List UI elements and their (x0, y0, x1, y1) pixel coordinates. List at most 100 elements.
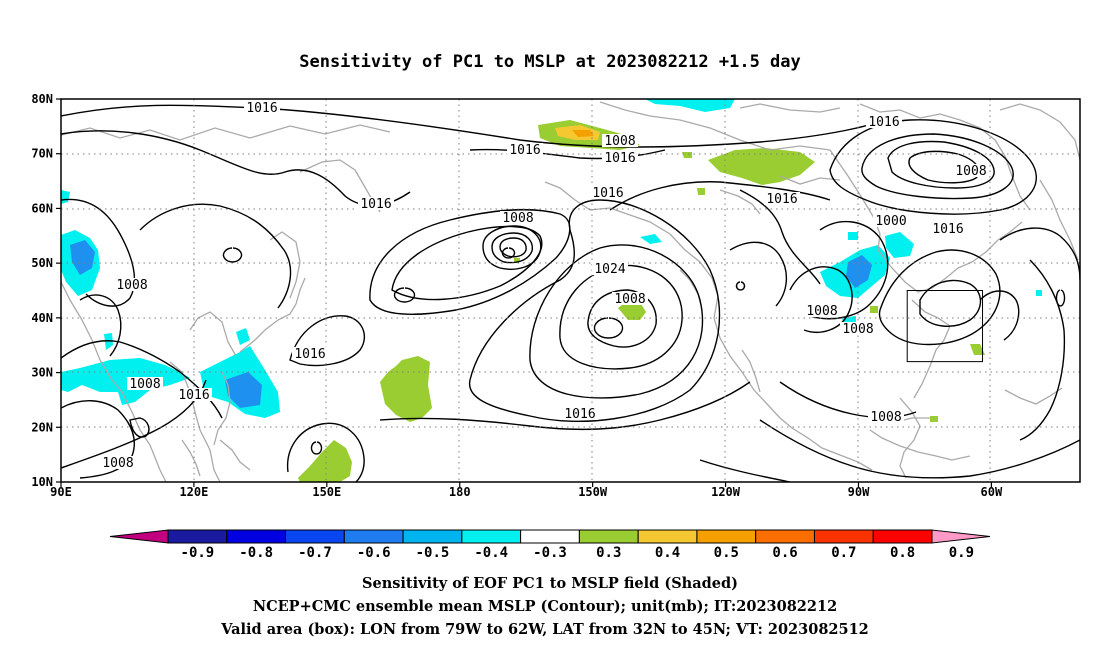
lat-tick-label: 70N (31, 147, 53, 161)
lon-tick-label: 180 (449, 485, 471, 499)
shade-blue (70, 240, 95, 275)
caption-line-2: NCEP+CMC ensemble mean MSLP (Contour); u… (253, 598, 837, 615)
shade-cyan (61, 190, 70, 204)
contour-line (139, 203, 292, 309)
lat-tick-label: 60N (31, 201, 53, 215)
contour-label-bg (930, 222, 966, 235)
shade-green (697, 188, 705, 195)
shade-cyan (885, 232, 914, 258)
coastline (299, 159, 381, 213)
colorbar-swatch (578, 529, 639, 544)
contour-label: 1016 (592, 186, 623, 201)
contour-label: 1008 (102, 456, 133, 471)
contour-label: 1016 (509, 143, 540, 158)
contour-line (809, 220, 889, 320)
shade-green (708, 148, 815, 185)
contour-line (999, 227, 1080, 281)
colorbar-swatch (872, 529, 933, 544)
contour-line (310, 441, 323, 455)
contour-label: 1008 (806, 304, 837, 319)
contour-label-bg (840, 322, 876, 335)
contour-line (739, 189, 821, 285)
contour-label-bg (764, 192, 800, 205)
contour-label: 1016 (294, 347, 325, 362)
contour-label-bg (100, 456, 136, 469)
contour-label-bg (592, 262, 628, 275)
contour-line (491, 232, 533, 264)
contour-label: 1024 (594, 262, 625, 277)
contour-label: 1008 (842, 322, 873, 337)
lon-tick-label: 90E (50, 485, 72, 499)
coastline (181, 439, 201, 477)
latitude-ticks: 80N 70N 60N 50N 40N 30N 20N 10N (31, 92, 61, 489)
colorbar-label: 0.6 (772, 545, 797, 561)
colorbar-label: 0.7 (831, 545, 856, 561)
coastline (544, 181, 719, 319)
shade-orange (572, 130, 594, 137)
contour-label-bg (127, 377, 163, 390)
contour-line (759, 419, 1080, 479)
contour-line (286, 422, 365, 482)
coastline (741, 349, 761, 393)
coastline (869, 429, 971, 461)
lon-tick-label: 150W (578, 485, 608, 499)
contour-label-bg (866, 115, 902, 128)
contour-label: 1008 (604, 134, 635, 149)
contour-label-bg (507, 143, 543, 156)
colorbar-swatch (343, 529, 404, 544)
coastline (61, 281, 167, 482)
lat-tick-label: 50N (31, 256, 53, 270)
shade-green (930, 416, 938, 422)
contour-label-bg (612, 292, 648, 305)
coastline (779, 175, 841, 185)
contour-label-bg (292, 347, 328, 360)
contour-line (79, 294, 122, 357)
lon-tick-label: 120E (179, 485, 208, 499)
lon-tick-label: 90W (848, 485, 870, 499)
colorbar-swatch (226, 529, 287, 544)
shade-green (514, 258, 520, 262)
shade-green (298, 440, 352, 482)
contour-line (878, 249, 1001, 346)
shade-cyan (61, 358, 190, 405)
coastline (1039, 179, 1079, 261)
colorbar-swatch (696, 529, 757, 544)
contour-line (1055, 289, 1066, 307)
contour-line (391, 225, 543, 301)
colorbar-label: -0.8 (239, 545, 273, 561)
contour-label: 1016 (766, 192, 797, 207)
contour-label-bg (602, 134, 638, 147)
contour-line (469, 148, 666, 160)
coastlines (61, 101, 1080, 482)
coastline (239, 277, 306, 353)
colorbar-swatch (461, 529, 522, 544)
coastline (859, 103, 1031, 211)
contour-line (729, 241, 787, 307)
coastline (1004, 387, 1063, 405)
colorbar-label: 0.9 (949, 545, 974, 561)
contour-label: 1016 (868, 115, 899, 130)
caption-line-3: Valid area (box): LON from 79W to 62W, L… (220, 621, 869, 638)
colorbar-swatch (637, 529, 698, 544)
contour-label-bg (602, 151, 638, 164)
colorbar-swatch (755, 529, 815, 544)
contour-label: 1008 (502, 211, 533, 226)
colorbar-high-arrow (931, 529, 991, 544)
colorbar-label: -0.5 (416, 545, 450, 561)
shade-cyan (640, 234, 662, 244)
contour-label: 1000 (875, 214, 906, 229)
lon-tick-label: 150E (312, 485, 341, 499)
contour-label-bg (176, 388, 212, 401)
shade-cyan (236, 328, 250, 345)
contour-label-bg (244, 101, 280, 114)
coastline (61, 124, 391, 141)
contour-label: 1008 (955, 164, 986, 179)
contour-line (468, 199, 721, 423)
contour-label: 1016 (932, 222, 963, 237)
lat-tick-label: 10N (31, 475, 53, 489)
coastline (911, 299, 951, 399)
contour-line (1019, 259, 1066, 441)
coastline (719, 189, 761, 215)
shade-cyan (1036, 290, 1042, 296)
colorbar-swatch (813, 529, 874, 544)
